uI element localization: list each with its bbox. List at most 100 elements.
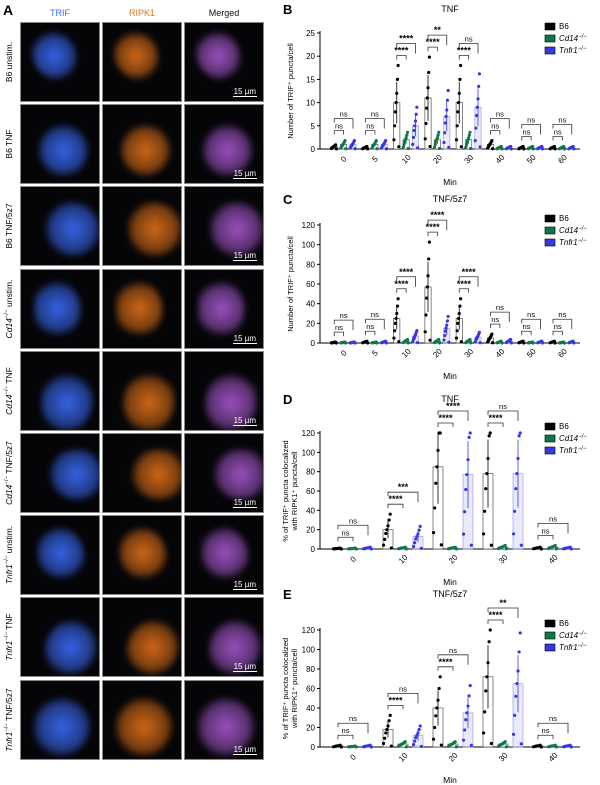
data-point-cd14 — [453, 740, 457, 744]
data-point-b6 — [365, 147, 370, 151]
data-point-cd14 — [437, 130, 441, 134]
column-header-merged: Merged — [208, 8, 240, 18]
x-axis-label: Min — [443, 577, 457, 587]
significance-bracket — [396, 55, 407, 60]
treatment: TNF — [4, 613, 14, 631]
micrograph-trif — [20, 268, 100, 349]
micrograph-ripk1 — [102, 433, 182, 513]
micrograph-ripk1 — [102, 186, 182, 267]
data-point-cd14 — [562, 144, 566, 149]
data-point-b6 — [339, 745, 343, 749]
data-point-b6 — [481, 532, 486, 536]
data-point-tnfr1 — [572, 341, 576, 345]
cell-signal — [120, 124, 171, 178]
data-point-b6 — [387, 518, 391, 522]
data-point-b6 — [384, 531, 388, 536]
cell-signal — [201, 526, 249, 581]
data-point-b6 — [483, 710, 487, 714]
significance-label: **** — [457, 279, 472, 289]
legend-name: Tnfr1 — [559, 238, 578, 247]
significance-bracket — [337, 722, 369, 734]
genotype-superscript: −/− — [4, 632, 11, 642]
data-point-tnfr1 — [518, 431, 522, 435]
data-point-tnfr1 — [447, 145, 451, 149]
data-point-b6 — [522, 341, 526, 345]
significance-label: **** — [399, 33, 414, 43]
significance-label: ** — [499, 598, 507, 608]
data-point-cd14 — [432, 145, 437, 149]
significance-bracket — [487, 422, 504, 427]
significance-bracket — [333, 130, 345, 135]
data-point-b6 — [454, 336, 459, 340]
data-point-b6 — [381, 741, 386, 746]
data-point-b6 — [454, 138, 459, 142]
significance-bracket — [537, 523, 569, 534]
data-point-b6 — [431, 737, 436, 741]
significance-label: ns — [554, 127, 562, 136]
cell-signal — [113, 31, 159, 81]
data-point-tnfr1 — [473, 139, 477, 143]
significance-bracket — [427, 219, 448, 231]
significance-label: **** — [394, 279, 409, 289]
y-axis-label: with RIPK1⁺ puncta/cell — [290, 649, 299, 729]
significance-bracket — [552, 330, 563, 336]
significance-label: ns — [522, 127, 530, 136]
legend-swatch-b6 — [544, 619, 556, 628]
y-axis-label: % of TRIF⁺ puncta colocalized — [281, 440, 290, 541]
significance-label: ns — [554, 322, 562, 331]
data-point-tnfr1 — [447, 340, 451, 344]
significance-bracket — [521, 124, 541, 135]
data-point-b6 — [392, 336, 396, 340]
genotype: Cd14 — [4, 394, 14, 415]
significance-label: **** — [399, 267, 414, 277]
data-point-cd14 — [454, 547, 458, 551]
x-tick-label: 0 — [348, 554, 358, 564]
y-axis-label: % of TRIF⁺ puncta colocalized — [281, 638, 290, 739]
data-point-tnfr1 — [569, 547, 573, 551]
legend-label-cd14: Cd14−/− — [559, 226, 587, 235]
scale-bar: 15 µm — [232, 498, 257, 508]
data-point-tnfr1 — [411, 544, 416, 549]
micrograph-merged: 15 µm — [184, 433, 264, 513]
x-tick-label: 0 — [339, 154, 349, 164]
significance-label: ns — [349, 516, 357, 525]
row-label: B6 TNF/5z7 — [4, 186, 18, 266]
data-point-b6 — [387, 719, 391, 723]
significance-bracket — [387, 503, 404, 509]
significance-bracket — [487, 607, 519, 618]
data-point-tnfr1 — [415, 105, 419, 109]
data-point-b6 — [393, 110, 397, 114]
micrograph-trif — [20, 679, 100, 760]
legend-label-tnfr1: Tnfr1−/− — [559, 238, 587, 247]
legend-swatch-b6 — [544, 422, 556, 431]
y-tick-label: 40 — [306, 506, 315, 515]
data-point-tnfr1 — [463, 728, 467, 732]
significance-bracket — [337, 536, 354, 542]
y-tick-label: 80 — [306, 260, 315, 269]
significance-label: ns — [558, 115, 566, 124]
treatment: TNF/5z7 — [4, 203, 14, 237]
data-point-cd14 — [406, 146, 410, 151]
legend-superscript: −/− — [578, 46, 587, 52]
data-point-cd14 — [468, 337, 472, 342]
significance-bracket — [396, 43, 416, 54]
significance-label: ns — [491, 122, 499, 131]
data-point-tnfr1 — [478, 341, 482, 345]
data-point-cd14 — [469, 146, 473, 151]
column-header-ripk1: RIPK1 — [128, 8, 155, 18]
data-point-cd14 — [499, 144, 503, 149]
data-point-b6 — [394, 101, 398, 105]
x-tick-label: 10 — [400, 347, 413, 360]
data-point-b6 — [393, 124, 397, 128]
cell-signal — [197, 696, 255, 757]
x-tick-label: 5 — [370, 348, 380, 358]
data-point-b6 — [522, 147, 526, 151]
data-point-b6 — [438, 431, 442, 435]
data-point-tnfr1 — [540, 341, 545, 345]
data-point-b6 — [552, 144, 556, 149]
significance-bracket — [537, 734, 554, 740]
data-point-cd14 — [437, 146, 442, 151]
significance-bracket — [552, 136, 563, 141]
data-point-b6 — [439, 543, 443, 547]
data-point-cd14 — [562, 147, 567, 151]
